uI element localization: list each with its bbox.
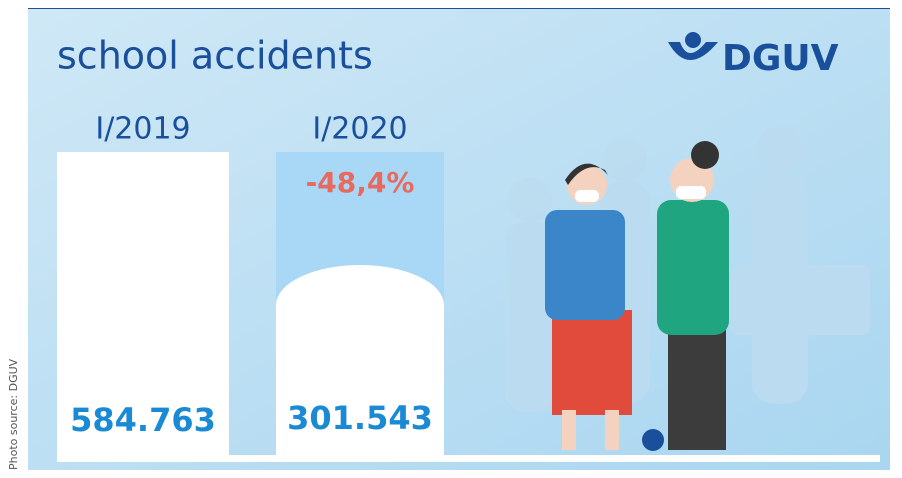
period-label: I/2020 — [312, 112, 407, 147]
value-label: 301.543 — [287, 399, 433, 437]
baseline — [57, 455, 880, 462]
period-label: I/2019 — [95, 112, 190, 147]
photo-credit: Photo source: DGUV — [7, 358, 20, 470]
logo-text: DGUV — [722, 38, 839, 79]
change-label: -48,4% — [306, 166, 415, 199]
infographic: Photo source: DGUV school accidents DGUV… — [0, 0, 902, 478]
ball — [642, 429, 664, 451]
title: school accidents — [57, 34, 373, 78]
value-label: 584.763 — [70, 401, 216, 439]
